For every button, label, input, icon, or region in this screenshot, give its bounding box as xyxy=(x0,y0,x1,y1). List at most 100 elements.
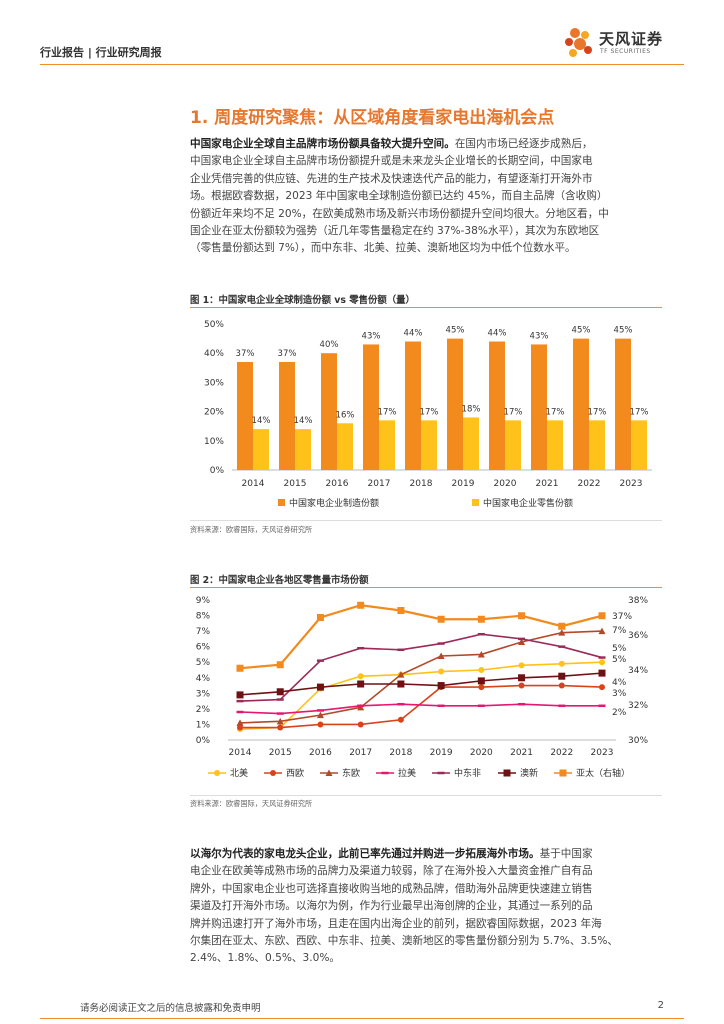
legend-swatch xyxy=(472,499,479,506)
data-point xyxy=(397,607,405,614)
data-point xyxy=(317,721,324,728)
series-line xyxy=(239,633,603,702)
bar xyxy=(631,420,647,470)
logo-subtitle: TF SECURITIES xyxy=(600,48,651,55)
paragraph-2-line: 2.4%、1.8%、0.5%、3.0%。 xyxy=(190,952,341,965)
data-label: 44% xyxy=(488,329,507,339)
tf-securities-logo: 天风证券 TF SECURITIES xyxy=(563,26,693,62)
y-tick-label: 50% xyxy=(204,320,224,330)
legend-label: 中东非 xyxy=(454,767,481,779)
header-divider xyxy=(40,64,684,65)
figure-2-top-rule xyxy=(190,587,662,588)
data-label: 45% xyxy=(572,326,591,336)
data-point xyxy=(276,661,284,669)
x-tick-label: 2018 xyxy=(389,748,412,758)
end-label: 37% xyxy=(612,612,632,622)
y-tick-label: 4% xyxy=(196,674,211,684)
data-point xyxy=(477,650,485,658)
figure-1-bottom-rule xyxy=(190,520,662,521)
y-tick-label: 0% xyxy=(196,736,211,746)
line-chart: 0%1%2%3%4%5%6%7%8%9%30%32%34%36%38%2014 2… xyxy=(196,596,649,779)
data-point xyxy=(397,671,405,678)
data-point xyxy=(518,638,526,645)
data-point xyxy=(598,612,606,620)
bar xyxy=(405,341,421,470)
data-point xyxy=(316,711,324,719)
legend-label: 澳新 xyxy=(520,767,538,779)
data-point xyxy=(214,770,220,776)
x-tick-label: 2022 xyxy=(578,479,601,489)
data-point xyxy=(357,721,364,728)
data-point xyxy=(558,672,566,680)
bar xyxy=(447,338,463,470)
data-point xyxy=(316,614,324,621)
data-point xyxy=(477,615,485,623)
paragraph-1-line: 企业凭借完善的供应链、先进的生产技术及快速迭代产品的能力，有望逐渐打开海外市 xyxy=(190,172,593,185)
header-breadcrumb: 行业报告 | 行业研究周报 xyxy=(40,46,162,59)
bar xyxy=(531,344,547,470)
data-label: 17% xyxy=(546,407,565,417)
paragraph-2-lead: 以海尔为代表的家电龙头企业，此前已率先通过并购进一步拓展海外市场。 xyxy=(190,848,540,860)
data-label: 44% xyxy=(404,329,423,339)
data-label: 43% xyxy=(362,331,381,341)
data-label: 14% xyxy=(252,416,271,426)
data-label: 17% xyxy=(588,407,607,417)
paragraph-1-line: 份额近年来均不足 20%，在欧美成熟市场及新兴市场份额提升空间均很大。分地区看，… xyxy=(190,207,609,220)
figure-2-title: 图 2：中国家电企业各地区零售量市场份额 xyxy=(190,575,369,586)
paragraph-1-line: 中国家电企业全球自主品牌市场份额提升或是未来龙头企业增长的长期空间，中国家电 xyxy=(190,155,593,168)
y2-tick-label: 34% xyxy=(628,666,648,676)
end-label: 5% xyxy=(612,655,627,665)
series-line xyxy=(240,684,603,729)
data-point xyxy=(437,682,445,690)
x-tick-label: 2017 xyxy=(368,479,391,489)
data-label: 43% xyxy=(530,331,549,341)
paragraph-2-line: 基于中国家 xyxy=(539,848,593,860)
data-point xyxy=(357,601,365,609)
bar xyxy=(463,417,479,470)
figure-1-source: 资料来源：欧睿国际，天风证券研究所 xyxy=(190,525,313,534)
series-line xyxy=(239,604,603,670)
data-point xyxy=(357,673,364,680)
data-point xyxy=(438,668,445,675)
x-tick-label: 2018 xyxy=(410,479,433,489)
data-point xyxy=(270,770,276,776)
series-line xyxy=(239,630,603,724)
series-line xyxy=(239,672,603,696)
figure-1-top-rule xyxy=(190,307,662,308)
data-point xyxy=(397,680,405,688)
legend-label: 中国家电企业零售份额 xyxy=(483,497,573,509)
paragraph-2-line: 渠道及打开海外市场。以海尔为例，作为行业最早出海创牌的企业，其通过一系列的品 xyxy=(190,900,593,913)
bar xyxy=(421,420,437,470)
paragraph-2-line: 牌外，中国家电企业也可选择直接收购当地的成熟品牌，借助海外品牌更快速建立销售 xyxy=(190,882,593,895)
legend-label: 西欧 xyxy=(286,767,304,779)
data-point xyxy=(277,724,284,731)
paragraph-2-line: 牌并购迅速打开了海外市场，且走在国内出海企业的前列，据欧睿国际数据，2023 年… xyxy=(190,917,602,930)
figure-1-title: 图 1：中国家电企业全球制造份额 vs 零售份额（量） xyxy=(190,295,415,306)
data-point xyxy=(558,629,566,636)
data-point xyxy=(518,662,525,669)
paragraph-1-line: （零售量份额达到 7%），而中东非、北美、拉美、澳新地区均为中低个位数水平。 xyxy=(190,242,576,255)
bar xyxy=(321,353,337,470)
x-tick-label: 2021 xyxy=(536,479,559,489)
x-tick-label: 2016 xyxy=(326,479,349,489)
figure-2-bottom-rule xyxy=(190,795,662,796)
bar xyxy=(337,423,353,470)
data-label: 37% xyxy=(278,349,297,359)
y2-tick-label: 32% xyxy=(628,701,648,711)
y-tick-label: 1% xyxy=(196,720,211,730)
paragraph-1-lead: 中国家电企业全球自主品牌市场份额具备较大提升空间。 xyxy=(190,138,455,150)
bar xyxy=(295,429,311,470)
y-tick-label: 7% xyxy=(196,627,211,637)
y-tick-label: 9% xyxy=(196,596,211,606)
data-point xyxy=(518,682,525,689)
y2-tick-label: 30% xyxy=(628,736,648,746)
y-tick-label: 40% xyxy=(204,349,224,359)
y-tick-label: 20% xyxy=(204,408,224,418)
data-label: 17% xyxy=(630,407,649,417)
x-tick-label: 2014 xyxy=(242,479,265,489)
y-tick-label: 6% xyxy=(196,643,211,653)
end-label: 4% xyxy=(612,678,627,688)
bar xyxy=(589,420,605,470)
x-tick-label: 2014 xyxy=(229,748,252,758)
series-line xyxy=(239,661,603,730)
